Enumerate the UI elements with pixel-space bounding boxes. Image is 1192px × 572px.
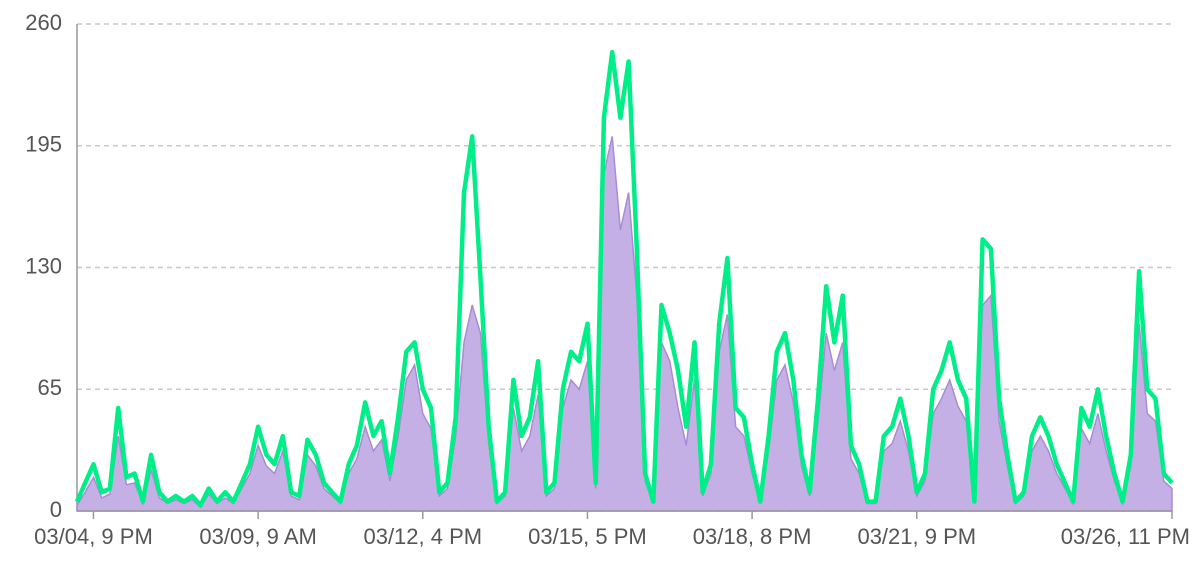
y-tick-label: 195 <box>25 132 62 157</box>
x-tick-label: 03/21, 9 PM <box>857 524 976 549</box>
y-tick-label: 260 <box>25 10 62 35</box>
x-tick-label: 03/12, 4 PM <box>363 524 482 549</box>
x-tick-label: 03/15, 5 PM <box>528 524 647 549</box>
x-tick-label: 03/18, 8 PM <box>693 524 812 549</box>
line <box>74 49 1174 508</box>
x-tick-label: 03/04, 9 PM <box>34 524 153 549</box>
x-tick-label: 03/09, 9 AM <box>199 524 316 549</box>
y-tick-label: 130 <box>25 253 62 278</box>
y-tick-label: 65 <box>38 375 62 400</box>
y-tick-label: 0 <box>50 497 62 522</box>
x-tick-label: 03/26, 11 PM <box>1061 524 1190 549</box>
